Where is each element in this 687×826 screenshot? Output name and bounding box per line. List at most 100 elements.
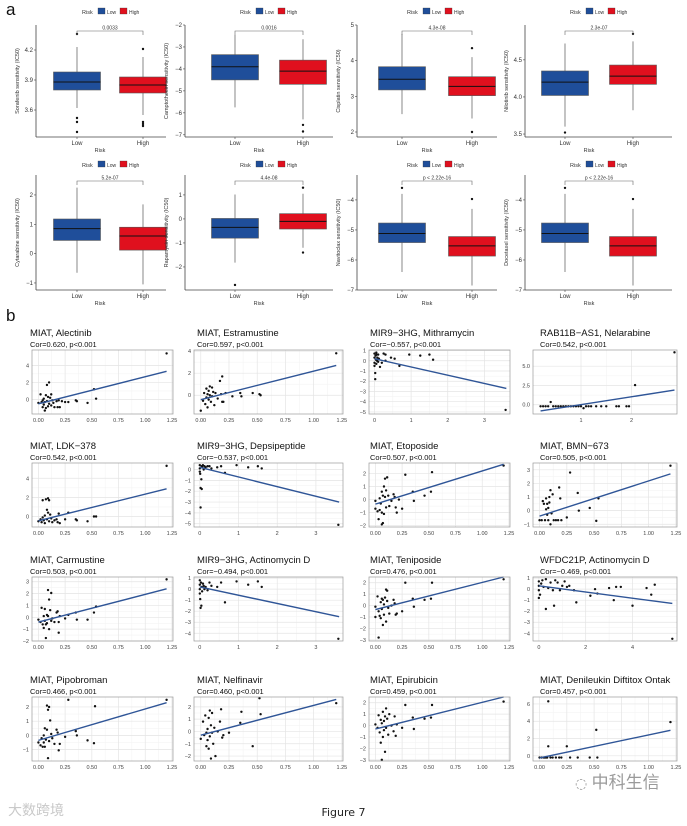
x-tick-label: 2 xyxy=(276,645,279,651)
x-tick-label: 0 xyxy=(537,645,540,651)
plot-border xyxy=(31,462,174,528)
scatter-point xyxy=(58,405,61,409)
scatter-point xyxy=(57,512,60,515)
scatter-point xyxy=(376,360,380,363)
y-tick-label: −6 xyxy=(347,258,355,264)
scatter-point xyxy=(395,511,398,514)
scatter-point xyxy=(45,383,49,387)
regression-line xyxy=(375,576,504,611)
y-tick-label: −1 xyxy=(524,598,530,604)
x-tick-label: 0.00 xyxy=(33,418,44,424)
scatter-point xyxy=(199,737,202,741)
scatter-point xyxy=(669,464,672,467)
scatter-point xyxy=(67,698,70,702)
scatter-point xyxy=(55,518,58,521)
scatter-point xyxy=(617,405,621,408)
scatter-point xyxy=(41,516,44,519)
box-high xyxy=(279,186,327,254)
scatter-point xyxy=(568,584,571,588)
scatter-point xyxy=(594,405,598,408)
y-tick-label: 1 xyxy=(26,603,29,609)
y-tick-label: −4 xyxy=(524,631,530,637)
scatter-point xyxy=(51,737,54,740)
x-axis-label: Risk xyxy=(584,148,595,154)
boxplot-7: Risk Low High −7 −6 −5 −4 Navitoclax sensitivit… xyxy=(336,160,497,307)
y-tick-label: −1 xyxy=(360,511,366,517)
legend-title: Risk xyxy=(82,10,93,16)
scatter-point xyxy=(165,578,168,581)
iqr-box xyxy=(119,226,167,251)
y-tick-label: 4.5 xyxy=(514,58,523,64)
outlier-point xyxy=(141,124,145,128)
x-tick-label: 1.25 xyxy=(671,765,682,771)
y-tick-label: −3 xyxy=(360,389,366,395)
x-tick-label: 2 xyxy=(446,418,449,424)
scatter-point xyxy=(46,405,50,408)
scatter-point xyxy=(563,580,566,583)
scatter-point xyxy=(239,391,242,395)
y-tick-label: −4 xyxy=(347,198,355,204)
scatter-point xyxy=(210,711,214,715)
scatter-point xyxy=(42,734,45,737)
y-tick-label: 2 xyxy=(26,495,29,501)
scatter-point xyxy=(219,465,223,468)
iqr-box xyxy=(53,218,101,241)
legend-swatch-high xyxy=(607,160,616,168)
p-value-label: 0.0033 xyxy=(102,26,118,32)
scatter-point xyxy=(382,603,386,606)
scatter-point xyxy=(430,581,434,584)
scatter-point xyxy=(43,745,47,748)
y-tick-label: −5 xyxy=(185,522,191,528)
x-tick-label: 0.25 xyxy=(224,418,235,424)
legend-swatch-low xyxy=(585,160,594,168)
y-tick-label: 1 xyxy=(363,485,366,491)
scatter-point xyxy=(46,497,50,500)
scatter-point xyxy=(53,519,56,522)
scatter-point xyxy=(55,400,58,403)
x-tick-label: 0.25 xyxy=(561,765,572,771)
scatter-point xyxy=(208,709,212,712)
scatter-point xyxy=(56,731,59,734)
significance-bracket xyxy=(401,30,473,35)
scatter-point xyxy=(205,745,208,748)
y-tick-label: −1 xyxy=(360,369,366,375)
y-tick-label: 4.0 xyxy=(514,95,523,101)
x-tick-label-high: High xyxy=(627,294,639,300)
scatter-point xyxy=(589,594,592,597)
correlation-label: Cor=0.542, p<0.001 xyxy=(30,453,97,462)
scatter-point xyxy=(198,592,202,595)
y-tick-label: −4 xyxy=(185,511,191,517)
scatter-point xyxy=(576,756,579,759)
scatter-point xyxy=(387,494,390,497)
scatter-point xyxy=(47,705,51,709)
scatter-point xyxy=(50,393,53,396)
box-low xyxy=(378,186,426,272)
outlier-point xyxy=(301,123,305,127)
scatter-point xyxy=(206,406,209,409)
legend-swatch-low xyxy=(97,160,106,168)
scatter-point xyxy=(165,464,168,468)
scatter-point xyxy=(375,351,378,354)
scatter-point xyxy=(57,620,60,624)
scatter-point xyxy=(46,588,50,592)
x-tick-label: 0.25 xyxy=(60,418,71,424)
regression-line xyxy=(199,586,340,618)
scatter-point xyxy=(381,710,385,714)
x-tick-label: 0.00 xyxy=(370,531,381,537)
scatter-point xyxy=(48,608,52,612)
x-tick-label: 0.00 xyxy=(33,765,44,771)
scatter-point xyxy=(75,734,79,737)
scatter-point xyxy=(58,742,61,746)
x-tick-label: 0.50 xyxy=(86,645,97,651)
legend-title: Risk xyxy=(407,10,418,16)
scatter-point xyxy=(206,465,209,468)
legend-label-high: High xyxy=(617,163,628,169)
scatter-point xyxy=(210,386,214,389)
x-tick-label: 0 xyxy=(198,531,201,537)
x-tick-label: 0.25 xyxy=(397,531,408,537)
scatter-point xyxy=(50,591,53,595)
x-tick-label: 1.00 xyxy=(140,765,151,771)
scatter-point xyxy=(388,712,391,716)
scatter-point xyxy=(43,727,47,730)
